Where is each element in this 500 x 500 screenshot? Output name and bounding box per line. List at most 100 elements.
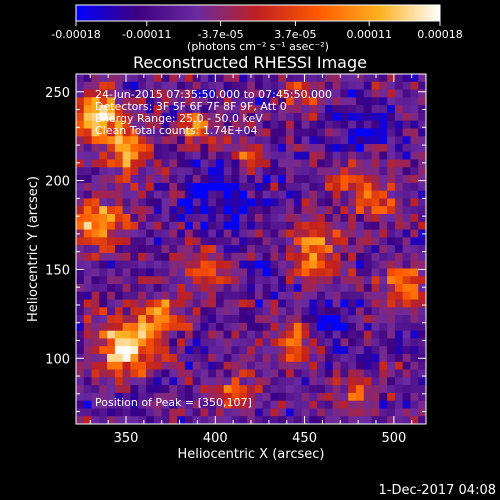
heatmap-cell bbox=[76, 151, 85, 160]
heatmap-cell bbox=[340, 198, 349, 207]
heatmap-cell bbox=[99, 120, 108, 129]
heatmap-cell bbox=[169, 120, 178, 129]
heatmap-cell bbox=[270, 182, 279, 191]
heatmap-cell bbox=[91, 120, 100, 129]
heatmap-cell bbox=[254, 144, 263, 153]
heatmap-cell bbox=[114, 97, 123, 106]
heatmap-cell bbox=[200, 229, 209, 238]
heatmap-cell bbox=[270, 322, 279, 331]
heatmap-cell bbox=[114, 159, 123, 168]
heatmap-cell bbox=[270, 260, 279, 269]
heatmap-cell bbox=[301, 276, 310, 285]
heatmap-cell bbox=[309, 198, 318, 207]
heatmap-cell bbox=[146, 338, 155, 347]
heatmap-cell bbox=[122, 330, 131, 339]
heatmap-cell bbox=[324, 408, 333, 417]
heatmap-cell bbox=[363, 299, 372, 308]
heatmap-cell bbox=[410, 315, 419, 324]
heatmap-cell bbox=[254, 221, 263, 230]
heatmap-cell bbox=[184, 346, 193, 355]
heatmap-cell bbox=[138, 221, 147, 230]
heatmap-cell bbox=[363, 214, 372, 223]
heatmap-cell bbox=[161, 97, 170, 106]
heatmap-cell bbox=[76, 260, 85, 269]
heatmap-cell bbox=[192, 190, 201, 199]
heatmap-cell bbox=[208, 346, 217, 355]
heatmap-cell bbox=[293, 182, 302, 191]
heatmap-cell bbox=[387, 206, 396, 215]
heatmap-cell bbox=[76, 74, 85, 83]
heatmap-cell bbox=[239, 97, 248, 106]
heatmap-cell bbox=[293, 81, 302, 90]
heatmap-cell bbox=[91, 260, 100, 269]
heatmap-cell bbox=[254, 330, 263, 339]
heatmap-cell bbox=[387, 252, 396, 261]
heatmap-cell bbox=[231, 128, 240, 137]
heatmap-cell bbox=[83, 276, 92, 285]
heatmap-cell bbox=[192, 144, 201, 153]
heatmap-cell bbox=[278, 408, 287, 417]
heatmap-cell bbox=[309, 299, 318, 308]
heatmap-cell bbox=[114, 175, 123, 184]
heatmap-cell bbox=[332, 81, 341, 90]
heatmap-cell bbox=[91, 338, 100, 347]
heatmap-cell bbox=[371, 322, 380, 331]
heatmap-cell bbox=[99, 354, 108, 363]
heatmap-cell bbox=[394, 214, 403, 223]
heatmap-cell bbox=[91, 74, 100, 83]
heatmap-cell bbox=[247, 346, 256, 355]
heatmap-cell bbox=[231, 252, 240, 261]
heatmap-cell bbox=[192, 206, 201, 215]
heatmap-cell bbox=[324, 74, 333, 83]
heatmap-cell bbox=[286, 361, 295, 370]
heatmap-cell bbox=[332, 144, 341, 153]
heatmap-cell bbox=[247, 315, 256, 324]
heatmap-cell bbox=[192, 385, 201, 394]
heatmap-cell bbox=[114, 346, 123, 355]
heatmap-cell bbox=[99, 260, 108, 269]
heatmap-cell bbox=[208, 175, 217, 184]
heatmap-cell bbox=[146, 182, 155, 191]
heatmap-cell bbox=[387, 408, 396, 417]
heatmap-cell bbox=[356, 128, 365, 137]
heatmap-cell bbox=[301, 237, 310, 246]
heatmap-cell bbox=[418, 284, 427, 293]
heatmap-cell bbox=[239, 276, 248, 285]
heatmap-cell bbox=[161, 81, 170, 90]
heatmap-cell bbox=[107, 322, 116, 331]
heatmap-cell bbox=[348, 260, 357, 269]
heatmap-cell bbox=[387, 276, 396, 285]
heatmap-cell bbox=[402, 190, 411, 199]
heatmap-cell bbox=[122, 128, 131, 137]
heatmap-cell bbox=[138, 245, 147, 254]
heatmap-cell bbox=[91, 330, 100, 339]
heatmap-cell bbox=[278, 260, 287, 269]
heatmap-cell bbox=[146, 322, 155, 331]
heatmap-cell bbox=[402, 260, 411, 269]
heatmap-cell bbox=[410, 74, 419, 83]
heatmap-cell bbox=[76, 377, 85, 386]
heatmap-cell bbox=[348, 81, 357, 90]
heatmap-cell bbox=[153, 182, 162, 191]
heatmap-cell bbox=[223, 268, 232, 277]
heatmap-cell bbox=[418, 315, 427, 324]
heatmap-cell bbox=[239, 136, 248, 145]
heatmap-cell bbox=[410, 284, 419, 293]
heatmap-cell bbox=[239, 89, 248, 98]
heatmap-cell bbox=[418, 81, 427, 90]
heatmap-cell bbox=[239, 206, 248, 215]
heatmap-cell bbox=[394, 206, 403, 215]
heatmap-cell bbox=[91, 144, 100, 153]
heatmap-cell bbox=[410, 346, 419, 355]
heatmap-cell bbox=[177, 338, 186, 347]
heatmap-cell bbox=[332, 175, 341, 184]
heatmap-cell bbox=[177, 260, 186, 269]
heatmap-cell bbox=[402, 369, 411, 378]
heatmap-cell bbox=[278, 330, 287, 339]
heatmap-cell bbox=[169, 190, 178, 199]
heatmap-cell bbox=[387, 322, 396, 331]
heatmap-cell bbox=[371, 97, 380, 106]
heatmap-cell bbox=[146, 175, 155, 184]
heatmap-cell bbox=[394, 151, 403, 160]
